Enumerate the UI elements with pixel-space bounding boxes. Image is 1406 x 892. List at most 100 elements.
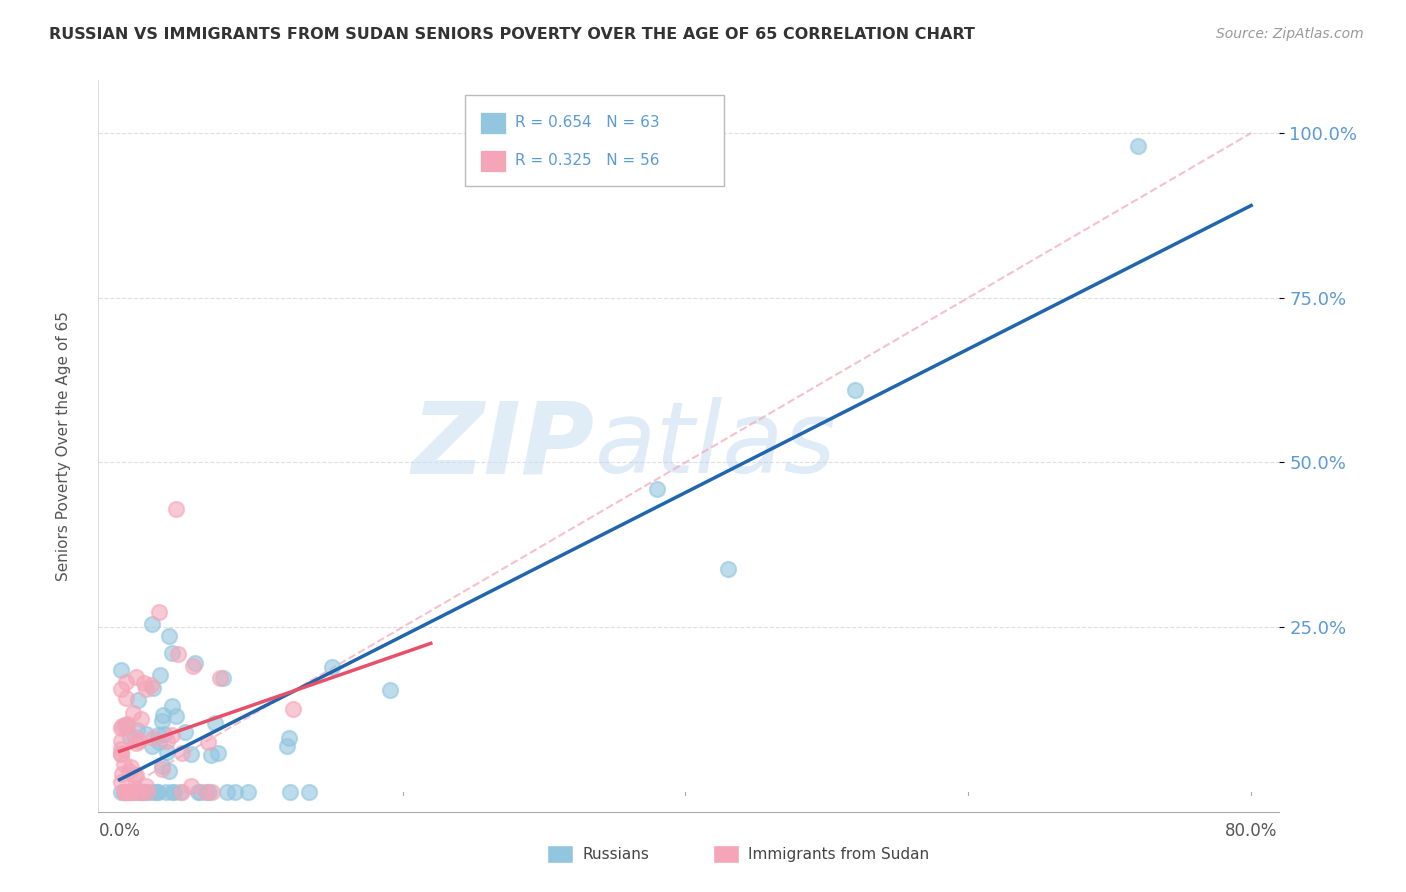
Point — [156, 745, 179, 759]
Point — [120, 785, 142, 799]
Point — [148, 605, 170, 619]
Point — [114, 785, 136, 799]
Point — [169, 785, 191, 799]
Point — [278, 731, 301, 745]
Point — [132, 785, 155, 799]
Point — [125, 785, 148, 799]
Point — [172, 785, 194, 799]
Text: 0.0%: 0.0% — [98, 822, 141, 839]
Point — [115, 785, 138, 799]
Point — [114, 785, 136, 799]
Point — [157, 764, 180, 779]
Text: R = 0.654   N = 63: R = 0.654 N = 63 — [516, 115, 659, 130]
Point — [170, 746, 193, 760]
Text: 80.0%: 80.0% — [1225, 822, 1278, 839]
FancyBboxPatch shape — [464, 95, 724, 186]
Point — [141, 678, 163, 692]
Point — [110, 747, 132, 761]
Point — [181, 659, 204, 673]
Point — [194, 785, 217, 799]
Point — [124, 736, 146, 750]
FancyBboxPatch shape — [547, 845, 574, 863]
Point — [110, 775, 132, 789]
Point — [212, 671, 235, 685]
Point — [135, 785, 157, 799]
Point — [298, 785, 321, 799]
Point — [184, 657, 207, 671]
Point — [150, 762, 173, 776]
Point — [135, 681, 157, 696]
Text: Russians: Russians — [582, 847, 650, 862]
Point — [125, 723, 148, 738]
Point — [142, 731, 165, 745]
Point — [160, 646, 183, 660]
Point — [110, 663, 132, 677]
Point — [114, 785, 136, 799]
Point — [152, 708, 174, 723]
Point — [118, 730, 141, 744]
Point — [114, 785, 136, 799]
Point — [115, 717, 138, 731]
Point — [204, 715, 226, 730]
Point — [124, 780, 146, 795]
Point — [122, 768, 145, 782]
Point — [118, 785, 141, 799]
Point — [114, 718, 136, 732]
Point — [160, 728, 183, 742]
Point — [195, 785, 218, 799]
Point — [122, 706, 145, 721]
Point — [167, 648, 190, 662]
Point — [120, 785, 142, 799]
FancyBboxPatch shape — [479, 112, 506, 134]
Text: R = 0.325   N = 56: R = 0.325 N = 56 — [516, 153, 659, 169]
Point — [278, 785, 301, 799]
Point — [197, 734, 219, 748]
Point — [120, 760, 142, 774]
Point — [1126, 139, 1149, 153]
Point — [125, 767, 148, 781]
Point — [645, 482, 668, 496]
Point — [276, 739, 298, 753]
Point — [127, 693, 149, 707]
Point — [118, 764, 141, 778]
Point — [111, 719, 134, 733]
Point — [112, 757, 135, 772]
Point — [131, 785, 153, 799]
Point — [281, 702, 304, 716]
FancyBboxPatch shape — [479, 150, 506, 171]
Point — [124, 730, 146, 744]
Point — [110, 722, 132, 736]
Point — [165, 501, 187, 516]
Point — [187, 785, 209, 799]
Text: Source: ZipAtlas.com: Source: ZipAtlas.com — [1216, 27, 1364, 41]
Point — [180, 747, 202, 761]
Point — [201, 785, 224, 799]
Point — [125, 670, 148, 684]
Point — [129, 712, 152, 726]
Point — [208, 671, 231, 685]
Point — [141, 739, 163, 753]
Point — [128, 734, 150, 748]
Point — [128, 785, 150, 799]
Text: Immigrants from Sudan: Immigrants from Sudan — [748, 847, 929, 862]
Text: atlas: atlas — [595, 398, 837, 494]
Point — [131, 785, 153, 799]
Point — [110, 681, 132, 696]
Point — [142, 681, 165, 695]
Point — [207, 746, 229, 760]
Point — [188, 785, 211, 799]
Point — [139, 785, 162, 799]
Point — [112, 785, 135, 799]
Point — [150, 714, 173, 729]
Point — [110, 785, 132, 799]
Point — [142, 785, 165, 799]
Point — [224, 785, 246, 799]
Point — [141, 617, 163, 632]
Point — [163, 785, 186, 799]
Point — [153, 727, 176, 741]
Point — [110, 747, 132, 762]
Point — [114, 674, 136, 689]
Point — [173, 725, 195, 739]
Point — [115, 691, 138, 706]
Point — [180, 779, 202, 793]
